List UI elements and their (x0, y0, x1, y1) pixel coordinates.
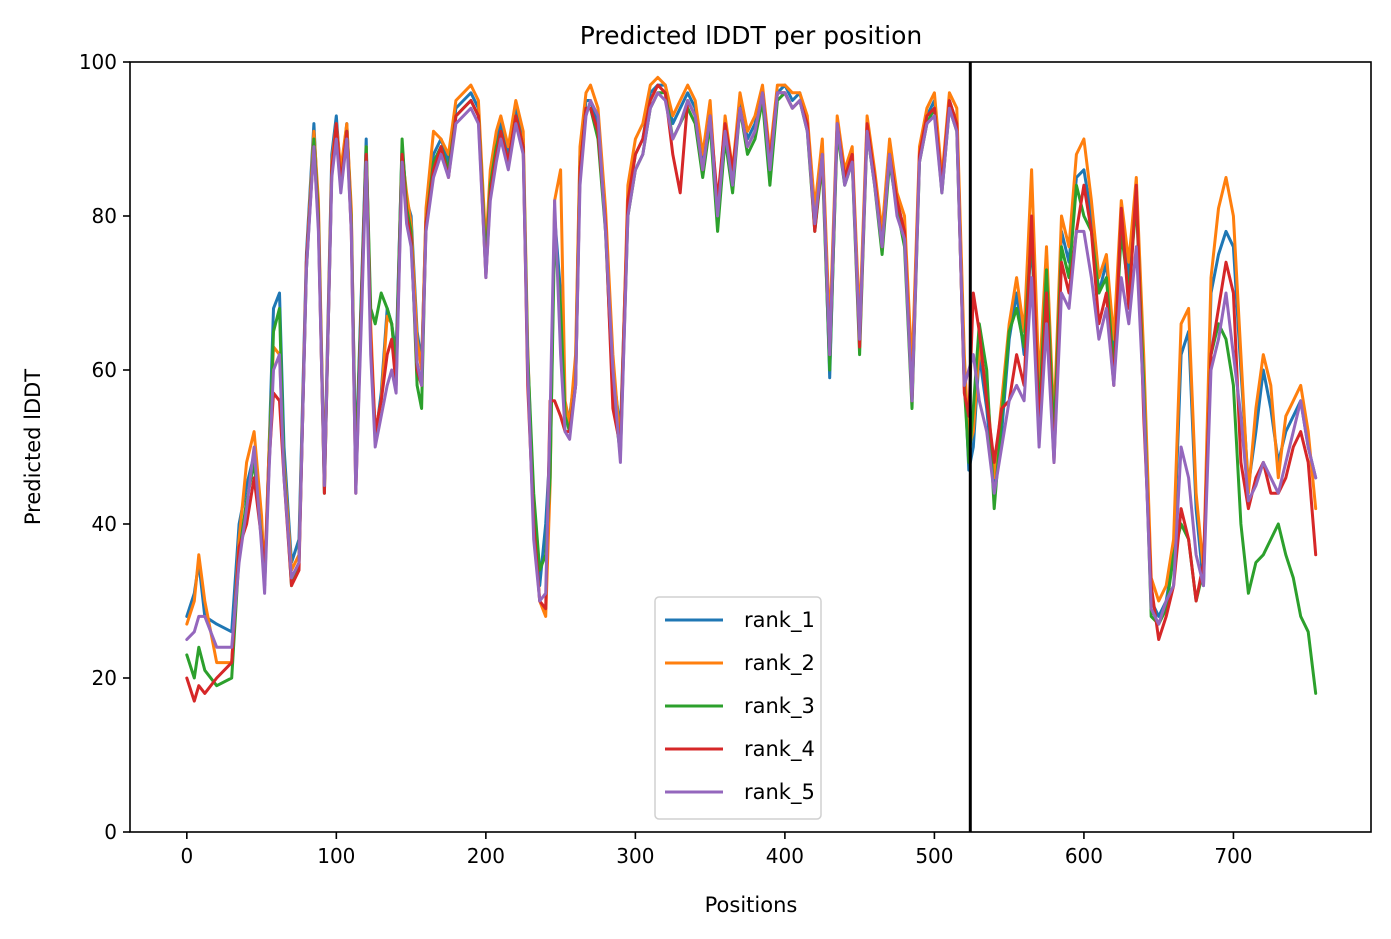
x-axis-label: Positions (705, 893, 798, 917)
legend-label-rank_3: rank_3 (744, 694, 815, 719)
y-axis: 0 20 40 60 80 100 (79, 50, 130, 844)
y-tick-label: 80 (92, 204, 117, 228)
legend-label-rank_4: rank_4 (744, 737, 815, 762)
chart-title: Predicted lDDT per position (580, 21, 922, 50)
legend-label-rank_2: rank_2 (744, 651, 815, 676)
x-tick-label: 100 (317, 844, 355, 868)
series-line-rank_1 (185, 83, 1318, 634)
series-layer (185, 75, 1318, 703)
x-tick-label: 500 (915, 844, 953, 868)
x-tick-label: 300 (616, 844, 654, 868)
y-axis-label: Predicted lDDT (21, 369, 45, 525)
plot-frame (129, 61, 1372, 833)
x-tick-label: 0 (180, 844, 193, 868)
plot-area (185, 62, 1318, 832)
x-tick-label: 200 (467, 844, 505, 868)
y-tick-label: 60 (92, 358, 117, 382)
legend-label-rank_5: rank_5 (744, 780, 815, 805)
x-tick-label: 700 (1214, 844, 1252, 868)
y-tick-label: 0 (104, 820, 117, 844)
legend-box (654, 596, 822, 820)
x-tick-label: 600 (1065, 844, 1103, 868)
legend-label-rank_1: rank_1 (744, 608, 815, 633)
y-tick-label: 40 (92, 512, 117, 536)
legend: rank_1 rank_2 rank_3 rank_4 rank_5 (654, 596, 822, 820)
series-line-rank_5 (185, 91, 1318, 649)
x-axis: 0 100 200 300 400 500 600 700 (180, 832, 1253, 868)
series-line-rank_2 (185, 75, 1318, 665)
y-tick-label: 100 (79, 50, 117, 74)
y-tick-label: 20 (92, 666, 117, 690)
x-tick-label: 400 (766, 844, 804, 868)
